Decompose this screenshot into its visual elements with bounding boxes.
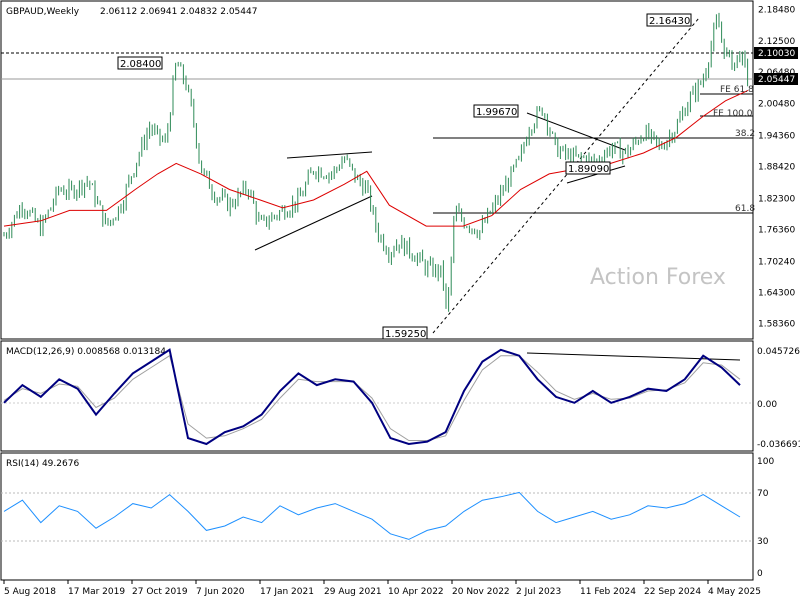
x-tick-label: 20 Nov 2022 xyxy=(452,587,510,597)
y-tick-label: 2.06480 xyxy=(758,68,795,78)
macd-line xyxy=(3,348,741,446)
price-tag-2.05447: 2.05447 xyxy=(754,73,798,85)
annotation-1.89090: 1.89090 xyxy=(565,161,611,175)
price-tag-2.10030: 2.10030 xyxy=(754,47,798,59)
trendline-tri1-top xyxy=(286,151,373,159)
price-tag-text: 2.10030 xyxy=(758,49,795,59)
annotation-text: 1.89090 xyxy=(568,164,609,175)
x-tick-label: 10 Apr 2022 xyxy=(388,587,444,597)
price-tag-text: 2.05447 xyxy=(758,75,795,85)
y-tick-label: 1.94360 xyxy=(758,131,795,141)
macd-signal-line xyxy=(3,354,741,441)
y-tick-label: 1.82300 xyxy=(758,194,795,204)
fe-label-61.8: FE 61.8 xyxy=(720,85,754,95)
x-tick-label: 22 Sep 2024 xyxy=(644,587,701,597)
trendline-tri2-top xyxy=(526,112,626,151)
annotation-text: 2.08400 xyxy=(120,59,161,70)
macd-trendline xyxy=(526,352,741,361)
rsi-ytick-30: 30 xyxy=(757,537,769,547)
y-tick-label: 2.00480 xyxy=(758,100,795,110)
macd-title: MACD(12,26,9) 0.008568 0.013184 xyxy=(6,347,166,357)
watermark: Action Forex xyxy=(590,265,726,290)
y-tick-label: 1.64300 xyxy=(758,288,795,298)
annotation-1.59250: 1.59250 xyxy=(382,326,428,340)
y-tick-label: 1.76360 xyxy=(758,225,795,235)
y-tick-label: 2.18480 xyxy=(758,6,795,16)
y-tick-label: 2.12500 xyxy=(758,37,795,47)
macd-ytick-zero: 0.00 xyxy=(757,400,777,410)
x-tick-label: 2 Jul 2023 xyxy=(516,587,561,597)
fib-label-38.2: 38.2 xyxy=(735,129,755,139)
annotation-2.08400: 2.08400 xyxy=(117,56,163,70)
symbol-label: GBPAUD,Weekly xyxy=(6,7,80,17)
x-tick-label: 29 Aug 2021 xyxy=(324,587,382,597)
trendline-tri1-bottom xyxy=(254,195,373,251)
annotation-2.16430: 2.16430 xyxy=(646,13,692,27)
candles-group xyxy=(3,12,749,312)
annotation-text: 1.99670 xyxy=(476,107,517,118)
x-tick-label: 5 Aug 2018 xyxy=(4,587,56,597)
y-tick-label: 1.58360 xyxy=(758,319,795,329)
x-tick-label: 4 May 2025 xyxy=(708,587,761,597)
x-tick-label: 17 Mar 2019 xyxy=(68,587,125,597)
fib-label-61.8: 61.8 xyxy=(735,204,755,214)
dashed-channel xyxy=(432,17,700,334)
x-tick-label: 27 Oct 2019 xyxy=(132,587,188,597)
macd-ytick-top: 0.045726 xyxy=(757,347,800,357)
annotation-1.99670: 1.99670 xyxy=(473,104,519,118)
x-tick-label: 17 Jan 2021 xyxy=(260,587,314,597)
ohlc-label: 2.06112 2.06941 2.04832 2.05447 xyxy=(100,7,257,17)
y-tick-label: 1.70240 xyxy=(758,257,795,267)
fe-label-100: FE 100.0 xyxy=(713,109,753,119)
macd-ytick-bottom: -0.036691 xyxy=(757,440,800,450)
macd-panel xyxy=(0,340,754,452)
rsi-ytick-100: 100 xyxy=(757,457,774,467)
x-tick-label: 7 Jun 2020 xyxy=(196,587,245,597)
rsi-title: RSI(14) 49.2676 xyxy=(6,459,79,469)
y-axis-main: 2.18480 2.12500 2.06480 2.00480 1.94360 1.884… xyxy=(758,6,795,330)
annotation-text: 2.16430 xyxy=(649,16,690,27)
rsi-panel xyxy=(0,452,754,581)
x-axis: 5 Aug 2018 17 Mar 2019 27 Oct 2019 7 Jun 20… xyxy=(3,580,761,597)
rsi-line xyxy=(3,491,741,540)
rsi-ytick-70: 70 xyxy=(757,489,769,499)
x-tick-label: 11 Feb 2024 xyxy=(580,587,636,597)
rsi-ytick-0: 0 xyxy=(757,569,763,579)
ma-line xyxy=(3,89,749,227)
annotation-text: 1.59250 xyxy=(385,329,426,340)
y-tick-label: 1.88420 xyxy=(758,162,795,172)
